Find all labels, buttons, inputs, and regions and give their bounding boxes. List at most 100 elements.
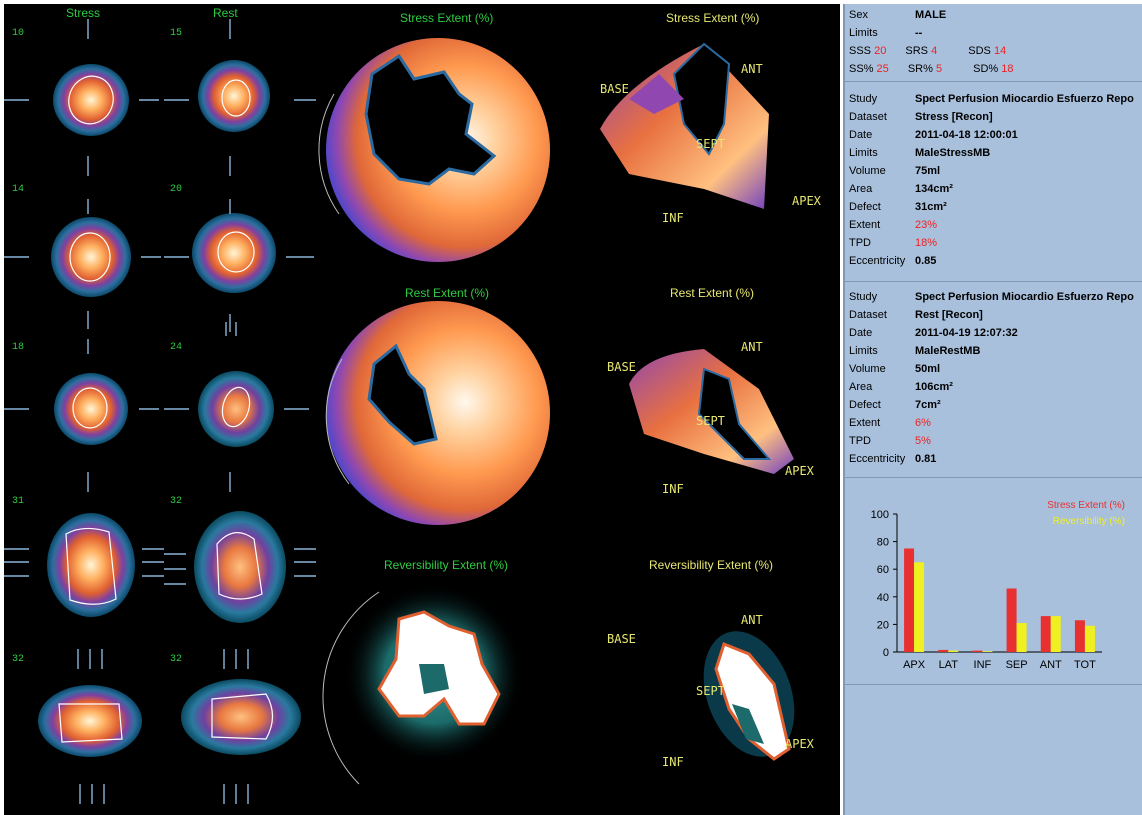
sdp-value: 18 bbox=[1001, 63, 1014, 75]
patient-summary: Sex MALE Limits -- SSS 20 SRS 4 SDS 14 SS%… bbox=[845, 4, 1142, 82]
x-tick-label: TOT bbox=[1074, 659, 1096, 671]
slice-number: 24 bbox=[170, 342, 183, 353]
slice-stress-5 bbox=[38, 685, 142, 757]
reversibility-polar-title: Reversibility Extent (%) bbox=[384, 558, 509, 572]
y-tick-label: 80 bbox=[877, 537, 889, 549]
bar-lat-reversibility bbox=[948, 650, 959, 652]
date-value: 2011-04-19 12:07:32 bbox=[915, 327, 1018, 339]
date-value: 2011-04-18 12:00:01 bbox=[915, 129, 1018, 141]
defect-key: Defect bbox=[849, 399, 881, 411]
sds-value: 14 bbox=[993, 45, 1007, 57]
image-viewer: Stress Rest 10 15 14 20 18 24 31 32 32 3… bbox=[4, 4, 840, 815]
slice-rest-5 bbox=[181, 679, 301, 755]
y-tick-label: 0 bbox=[883, 647, 889, 659]
study-key: Study bbox=[849, 291, 878, 303]
srp-key: SR% bbox=[907, 63, 933, 75]
extent-bar-chart: 0 20 40 60 80 100 APX LAT INF SEP ANT TOT Stress Ext… bbox=[845, 480, 1142, 685]
volume-value: 75ml bbox=[915, 165, 941, 177]
bar-tot-reversibility bbox=[1084, 625, 1095, 652]
study-key: Study bbox=[849, 93, 878, 105]
reversibility-polar-map bbox=[322, 584, 524, 785]
limits-value: -- bbox=[915, 27, 923, 39]
bar-sep-stress bbox=[1006, 588, 1017, 652]
rest-3d-surface bbox=[629, 349, 794, 474]
ssp-value: 25 bbox=[876, 63, 889, 75]
bar-ant-stress bbox=[1040, 616, 1051, 652]
slice-number: 32 bbox=[170, 496, 183, 507]
volume-key: Volume bbox=[849, 165, 886, 177]
limits-key: Limits bbox=[849, 27, 878, 39]
slice-number: 10 bbox=[12, 28, 25, 39]
y-tick-label: 60 bbox=[877, 564, 889, 576]
bar-lat-stress bbox=[938, 649, 949, 652]
slice-stress-2 bbox=[51, 217, 131, 297]
slice-number: 32 bbox=[170, 654, 183, 665]
limits-key: Limits bbox=[849, 147, 878, 159]
slice-rest-1 bbox=[198, 60, 270, 132]
limits-value: MaleRestMB bbox=[915, 345, 981, 357]
orientation-sept: SEPT bbox=[696, 414, 725, 428]
study-value: Spect Perfusion Miocardio Esfuerzo Repo bbox=[915, 93, 1134, 105]
stress-3d-surface bbox=[600, 42, 769, 209]
sex-value: MALE bbox=[915, 9, 947, 21]
orientation-inf: INF bbox=[662, 482, 684, 496]
slice-number: 15 bbox=[170, 28, 183, 39]
orientation-sept: SEPT bbox=[696, 684, 725, 698]
srs-value: 4 bbox=[931, 45, 938, 57]
slice-number: 31 bbox=[12, 496, 25, 507]
eccentricity-value: 0.85 bbox=[915, 255, 937, 267]
slice-stress-4 bbox=[47, 513, 135, 617]
sss-value: 20 bbox=[874, 45, 887, 57]
orientation-apex: APEX bbox=[785, 737, 814, 751]
bar-tot-stress bbox=[1074, 620, 1085, 652]
reversibility-3d-surface bbox=[703, 631, 795, 761]
bar-apx-reversibility bbox=[914, 562, 925, 652]
orientation-ant: ANT bbox=[741, 613, 763, 627]
bar-inf-stress bbox=[972, 650, 983, 652]
study-value: Spect Perfusion Miocardio Esfuerzo Repo bbox=[915, 291, 1134, 303]
bar-chart-svg: 0 20 40 60 80 100 APX LAT INF SEP ANT TOT Stress Ext… bbox=[871, 500, 1125, 671]
tpd-key: TPD bbox=[849, 435, 871, 447]
bar-ant-reversibility bbox=[1050, 616, 1061, 652]
eccentricity-value: 0.81 bbox=[915, 453, 937, 465]
slice-stress-3 bbox=[54, 373, 128, 445]
bar-inf-reversibility bbox=[982, 651, 993, 652]
srs-key: SRS bbox=[905, 45, 929, 57]
ssp-key: SS% bbox=[849, 63, 874, 75]
orientation-inf: INF bbox=[662, 755, 684, 769]
sex-key: Sex bbox=[849, 9, 868, 21]
orientation-apex: APEX bbox=[785, 464, 814, 478]
orientation-base: BASE bbox=[600, 82, 629, 96]
orientation-base: BASE bbox=[607, 632, 636, 646]
x-tick-label: LAT bbox=[939, 659, 959, 671]
stress-polar-title: Stress Extent (%) bbox=[400, 11, 494, 25]
stress-polar-map bbox=[318, 38, 550, 262]
defect-key: Defect bbox=[849, 201, 881, 213]
legend-entry: Stress Extent (%) bbox=[1047, 500, 1125, 511]
scores-row: SSS 20 SRS 4 SDS 14 bbox=[849, 43, 1006, 59]
area-key: Area bbox=[849, 183, 873, 195]
x-tick-label: SEP bbox=[1006, 659, 1028, 671]
volume-key: Volume bbox=[849, 363, 886, 375]
chart-divider bbox=[845, 684, 1142, 685]
x-tick-label: ANT bbox=[1040, 659, 1062, 671]
defect-value: 7cm² bbox=[915, 399, 941, 411]
results-panel: Sex MALE Limits -- SSS 20 SRS 4 SDS 14 SS%… bbox=[843, 4, 1142, 815]
y-tick-label: 100 bbox=[871, 509, 889, 521]
slice-rest-3 bbox=[198, 371, 274, 447]
legend-entry: Reversibility (%) bbox=[1053, 516, 1125, 527]
sex-row: Sex MALE bbox=[849, 7, 946, 23]
y-tick-label: 40 bbox=[877, 592, 889, 604]
orientation-apex: APEX bbox=[792, 194, 821, 208]
scores-pct-row: SS% 25 SR% 5 SD% 18 bbox=[849, 61, 1014, 77]
slice-number: 32 bbox=[12, 654, 25, 665]
bar-apx-stress bbox=[904, 548, 915, 652]
area-value: 134cm² bbox=[915, 183, 953, 195]
sds-key: SDS bbox=[968, 45, 991, 57]
orientation-ant: ANT bbox=[741, 62, 763, 76]
date-key: Date bbox=[849, 129, 873, 141]
rest-polar-title: Rest Extent (%) bbox=[405, 286, 490, 300]
rest-study-info: Study Spect Perfusion Miocardio Esfuerzo … bbox=[845, 286, 1142, 478]
sss-key: SSS bbox=[849, 45, 872, 57]
